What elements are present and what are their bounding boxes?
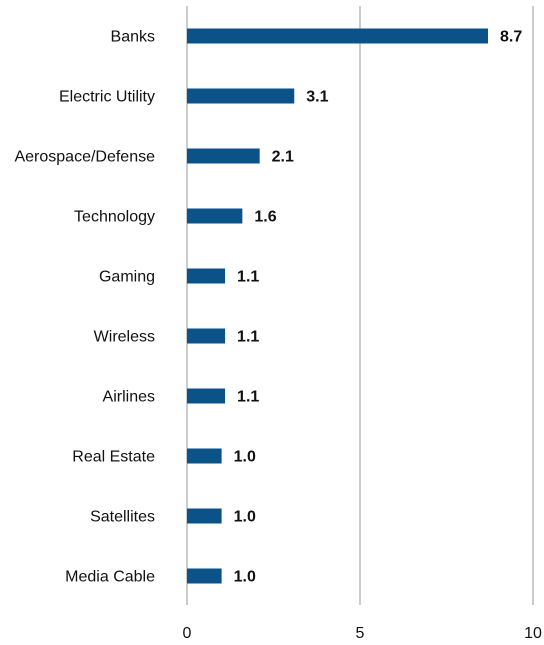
value-label-real-estate: 1.0 bbox=[234, 449, 256, 466]
bar-electric-utility bbox=[187, 88, 295, 104]
bar-aerospace-defense bbox=[187, 148, 260, 164]
value-label-satellites: 1.0 bbox=[234, 509, 256, 526]
category-label-real-estate: Real Estate bbox=[72, 449, 155, 466]
gridlines bbox=[186, 6, 534, 605]
value-label-technology: 1.6 bbox=[254, 209, 276, 226]
category-label-aerospace-defense: Aerospace/Defense bbox=[14, 149, 155, 166]
category-labels: Banks Electric Utility Aerospace/Defense Te… bbox=[14, 29, 155, 586]
value-label-wireless: 1.1 bbox=[237, 329, 259, 346]
x-tick-label-10: 10 bbox=[524, 625, 542, 642]
category-label-wireless: Wireless bbox=[94, 329, 155, 346]
bar-technology bbox=[187, 208, 243, 224]
bar-banks bbox=[187, 28, 489, 44]
value-label-banks: 8.7 bbox=[500, 29, 522, 46]
value-label-airlines: 1.1 bbox=[237, 389, 259, 406]
category-label-gaming: Gaming bbox=[99, 269, 155, 286]
bar-media-cable bbox=[187, 568, 222, 584]
value-label-electric-utility: 3.1 bbox=[306, 89, 328, 106]
category-label-banks: Banks bbox=[111, 29, 155, 46]
category-label-electric-utility: Electric Utility bbox=[59, 89, 155, 106]
category-label-technology: Technology bbox=[74, 209, 155, 226]
bar-airlines bbox=[187, 388, 226, 404]
bars bbox=[187, 28, 489, 584]
bar-gaming bbox=[187, 268, 226, 284]
bar-wireless bbox=[187, 328, 226, 344]
value-labels: 8.7 3.1 2.1 1.6 1.1 1.1 1.1 1.0 1.0 1.0 bbox=[234, 29, 523, 586]
value-label-media-cable: 1.0 bbox=[234, 569, 256, 586]
x-axis-tick-labels: 0 5 10 bbox=[183, 625, 542, 642]
bar-real-estate bbox=[187, 448, 222, 464]
category-label-airlines: Airlines bbox=[103, 389, 155, 406]
value-label-aerospace-defense: 2.1 bbox=[272, 149, 294, 166]
x-tick-label-5: 5 bbox=[356, 625, 365, 642]
x-tick-label-0: 0 bbox=[183, 625, 192, 642]
category-label-media-cable: Media Cable bbox=[65, 569, 155, 586]
category-label-satellites: Satellites bbox=[90, 509, 155, 526]
value-label-gaming: 1.1 bbox=[237, 269, 259, 286]
bar-satellites bbox=[187, 508, 222, 524]
